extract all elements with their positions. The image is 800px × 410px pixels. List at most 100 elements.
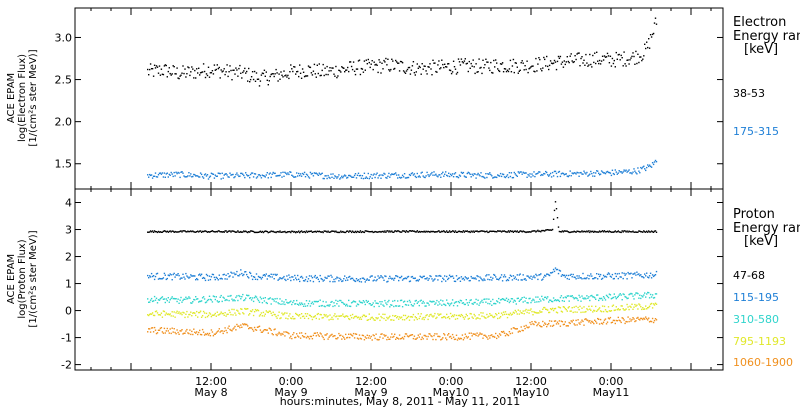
proton-point: [220, 330, 222, 332]
electron-point: [303, 171, 306, 174]
electron-point: [505, 175, 508, 177]
proton-point: [357, 338, 360, 340]
electron-point: [401, 62, 404, 64]
electron-point: [638, 170, 640, 172]
proton-point: [481, 278, 483, 281]
proton-point: [326, 316, 328, 318]
proton-point: [603, 276, 606, 278]
proton-point: [274, 273, 276, 276]
electron-point: [401, 174, 404, 176]
proton-point: [181, 313, 183, 316]
proton-point: [547, 296, 549, 298]
electron-point: [412, 174, 415, 176]
proton-point: [147, 274, 149, 277]
electron-point: [410, 69, 413, 71]
proton-point: [448, 304, 451, 307]
proton-point: [337, 337, 339, 339]
proton-point: [635, 274, 637, 276]
proton-point: [470, 275, 472, 278]
proton-point: [227, 295, 229, 297]
proton-point: [491, 230, 493, 233]
electron-point: [501, 62, 504, 64]
proton-point: [567, 274, 569, 277]
proton-point: [321, 304, 323, 307]
x-tick-label-date: May10: [513, 386, 550, 399]
proton-point: [554, 299, 557, 301]
electron-point: [448, 69, 451, 71]
proton-point: [305, 337, 308, 339]
proton-point: [600, 297, 603, 300]
proton-point: [551, 325, 554, 327]
electron-point: [194, 69, 196, 72]
proton-point: [247, 325, 249, 327]
proton-point: [497, 301, 499, 303]
proton-point: [309, 335, 312, 338]
electron-point: [431, 171, 433, 174]
electron-point: [625, 65, 627, 67]
electron-point: [571, 60, 573, 62]
proton-point: [261, 276, 264, 279]
proton-point: [456, 231, 459, 233]
proton-point: [437, 230, 439, 233]
electron-point: [508, 172, 511, 174]
proton-point: [548, 274, 551, 277]
proton-point: [326, 333, 328, 335]
electron-point: [436, 175, 438, 177]
electron-point: [567, 60, 569, 63]
proton-point: [315, 231, 317, 233]
electron-point: [643, 165, 645, 167]
proton-point: [168, 230, 170, 233]
proton-point: [504, 311, 507, 313]
proton-point: [339, 334, 341, 337]
electron-point: [439, 174, 441, 176]
electron-point: [347, 176, 349, 179]
proton-point: [362, 231, 365, 233]
proton-point: [300, 302, 303, 304]
proton-point: [463, 318, 466, 320]
proton-point: [416, 230, 418, 232]
electron-point: [486, 176, 488, 179]
electron-point: [557, 55, 560, 58]
proton-point: [550, 229, 553, 231]
electron-point: [262, 72, 265, 75]
proton-point: [485, 335, 487, 337]
electron-point: [554, 61, 557, 63]
electron-point: [219, 77, 221, 79]
proton-point: [398, 305, 400, 307]
proton-point: [383, 231, 385, 233]
proton-point: [204, 301, 207, 304]
proton-y-tick-label: 4: [65, 197, 72, 210]
electron-point: [308, 177, 311, 179]
electron-point: [544, 58, 546, 61]
proton-point: [561, 311, 564, 313]
proton-point: [627, 297, 629, 299]
proton-point: [369, 318, 371, 320]
electron-point: [518, 70, 520, 72]
electron-point: [565, 173, 567, 175]
electron-point: [598, 174, 601, 176]
electron-point: [276, 72, 278, 74]
proton-point: [501, 298, 504, 300]
electron-point: [338, 69, 340, 71]
proton-point: [256, 231, 259, 234]
proton-y-tick-label: 1: [65, 278, 72, 291]
proton-point: [270, 329, 272, 331]
proton-point: [331, 276, 333, 278]
proton-point: [509, 274, 512, 276]
proton-point: [615, 319, 617, 322]
proton-point: [404, 303, 407, 306]
electron-point: [299, 173, 302, 175]
proton-point: [467, 336, 469, 338]
proton-point: [313, 231, 316, 233]
proton-point: [291, 276, 293, 278]
proton-point: [430, 230, 432, 233]
proton-point: [201, 277, 204, 279]
proton-point: [375, 317, 377, 319]
proton-point: [351, 301, 354, 303]
proton-point: [428, 315, 430, 317]
electron-point: [427, 174, 429, 176]
proton-point: [336, 276, 338, 278]
proton-point: [619, 276, 621, 278]
electron-point: [283, 70, 285, 72]
proton-point: [349, 314, 352, 317]
